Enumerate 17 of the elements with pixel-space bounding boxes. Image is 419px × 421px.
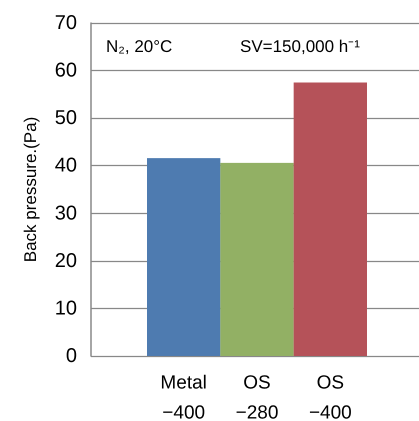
bar — [147, 158, 220, 356]
y-tick-label: 0 — [66, 345, 77, 367]
x-tick-label: OS −400 — [308, 372, 352, 421]
y-tick-label: 50 — [54, 107, 77, 130]
y-tick-label: 70 — [54, 12, 77, 34]
y-tick-label: 10 — [54, 297, 77, 320]
bar — [220, 162, 294, 356]
x-tick-label: OS −280 — [236, 372, 278, 421]
y-tick-label: 20 — [54, 250, 77, 272]
x-tick-label: Metal −400 — [160, 372, 207, 421]
y-axis-title: Back pressure.(Pa) — [21, 116, 40, 262]
y-tick-label: 60 — [54, 60, 77, 82]
annotation: N₂, 20°C — [106, 37, 172, 56]
y-tick-label: 30 — [54, 202, 77, 224]
y-tick-label: 40 — [54, 154, 77, 177]
bar — [294, 82, 367, 356]
annotation: SV=150,000 h⁻¹ — [240, 37, 360, 56]
